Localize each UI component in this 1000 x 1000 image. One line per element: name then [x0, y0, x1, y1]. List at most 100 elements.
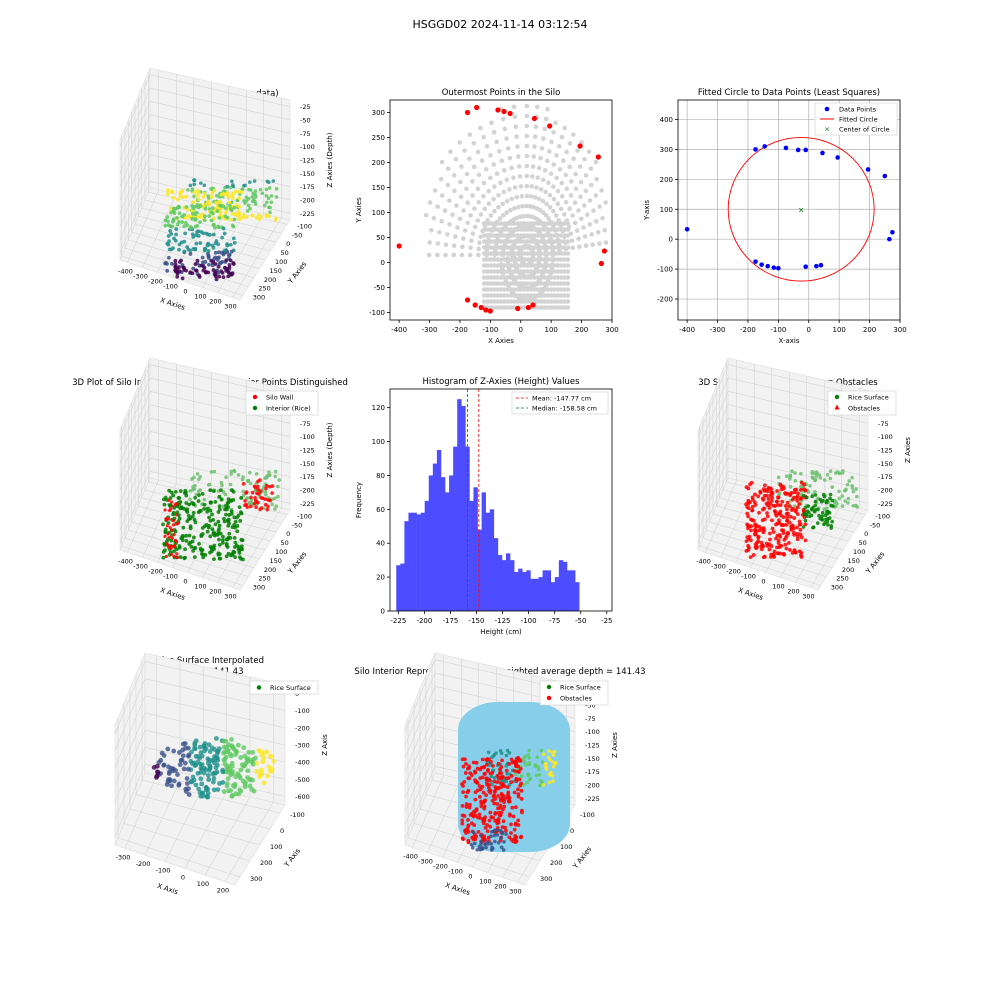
surface-point	[235, 742, 241, 748]
data-point-gray	[535, 245, 541, 250]
data-point-wall	[253, 496, 257, 500]
data-point	[209, 218, 214, 223]
surface-point	[241, 745, 247, 751]
data-point-gray	[439, 159, 445, 165]
data-point-interior	[233, 540, 238, 545]
surface-point	[178, 758, 184, 763]
data-point-obstacle	[499, 810, 504, 815]
data-point-gray	[481, 299, 487, 304]
data-point-gray	[587, 198, 593, 203]
grid-line	[149, 127, 291, 161]
data-point-interior	[208, 518, 213, 523]
data-point-obstacle	[746, 514, 751, 519]
subplot-title: Outermost Points in the Silo	[442, 88, 561, 98]
data-point-interior	[241, 493, 246, 497]
data-point-obstacle	[513, 834, 518, 838]
data-point-obstacle	[798, 522, 803, 527]
data-point	[264, 187, 269, 192]
data-point-obstacle	[790, 508, 794, 512]
data-point-gray	[542, 251, 547, 256]
data-point-gray	[458, 179, 463, 185]
data-point-gray	[552, 251, 557, 256]
x-tick-label: 300	[802, 593, 814, 601]
y-tick-label: 300	[540, 875, 552, 883]
data-point-obstacle	[774, 513, 779, 518]
data-point-gray	[481, 233, 487, 238]
data-point-obstacle	[765, 511, 769, 515]
data-point-obstacle	[488, 824, 493, 829]
surface-point	[221, 738, 227, 744]
y-tick-label: 200	[372, 159, 385, 167]
surface-point	[257, 772, 263, 778]
data-point-rice	[809, 513, 814, 518]
data-point-gray	[512, 239, 517, 244]
data-point-interior	[209, 500, 213, 505]
data-point-obstacle	[770, 526, 775, 531]
data-point-obstacle	[744, 539, 749, 544]
data-point-obstacle	[473, 797, 478, 802]
data-point	[165, 192, 170, 196]
data-point	[803, 147, 809, 153]
data-point-gray	[585, 212, 590, 218]
grid-line	[149, 391, 291, 424]
data-point	[231, 224, 236, 229]
grid-line	[119, 404, 151, 477]
data-point-gray	[505, 146, 511, 151]
data-point-gray	[552, 263, 557, 268]
data-point-gray	[515, 239, 521, 244]
data-point-interior	[223, 492, 228, 497]
data-point-gray	[488, 257, 494, 262]
legend-box	[249, 680, 319, 695]
data-point-gray	[451, 243, 457, 248]
x-tick-label: 0	[807, 326, 811, 334]
data-point-gray	[527, 203, 533, 209]
x-tick-label: 200	[209, 298, 221, 306]
data-point	[233, 189, 238, 194]
data-point	[188, 225, 193, 230]
data-point-rice	[490, 846, 495, 851]
surface-point	[200, 793, 206, 799]
data-point-gray	[488, 293, 494, 298]
axes-frame	[677, 99, 901, 321]
data-point-gray	[602, 227, 608, 233]
data-point-gray	[548, 269, 554, 274]
data-point-gray	[476, 172, 482, 178]
outermost-point	[531, 115, 538, 122]
data-point-gray	[542, 227, 547, 232]
data-point-interior	[221, 540, 225, 545]
y-tick-label: 100	[853, 548, 865, 556]
data-point-obstacle	[489, 815, 494, 819]
surface-point	[245, 756, 251, 762]
data-point-rice	[490, 782, 494, 787]
x-tick-label: -100	[521, 617, 537, 625]
data-point-gray	[528, 233, 534, 238]
data-point-obstacle	[466, 817, 470, 822]
data-point	[753, 259, 758, 264]
surface-point	[233, 791, 239, 797]
data-point-gray	[509, 196, 515, 202]
data-point-gray	[531, 154, 537, 159]
data-point-gray	[495, 257, 500, 262]
data-point-wall	[168, 535, 172, 539]
data-point-gray	[565, 269, 571, 274]
data-point-gray	[435, 252, 440, 258]
data-point-interior	[197, 477, 201, 482]
data-point-rice	[825, 473, 830, 477]
data-point-rice	[828, 496, 832, 501]
data-point-gray	[495, 251, 500, 256]
data-point-obstacle	[509, 780, 513, 785]
histogram-bar	[575, 582, 580, 611]
data-point-obstacle	[790, 550, 795, 555]
data-point-rice	[493, 828, 497, 833]
data-point-gray	[485, 299, 490, 304]
y-tick-label: 200	[550, 859, 562, 867]
data-point-gray	[512, 299, 517, 304]
surface-point	[248, 777, 254, 782]
legend-marker-rice	[834, 394, 840, 400]
data-point-obstacle	[763, 483, 767, 488]
data-point	[226, 274, 231, 279]
data-point-interior	[235, 529, 240, 534]
data-point	[182, 249, 187, 254]
data-point	[173, 262, 178, 267]
data-point-obstacle	[799, 496, 804, 501]
